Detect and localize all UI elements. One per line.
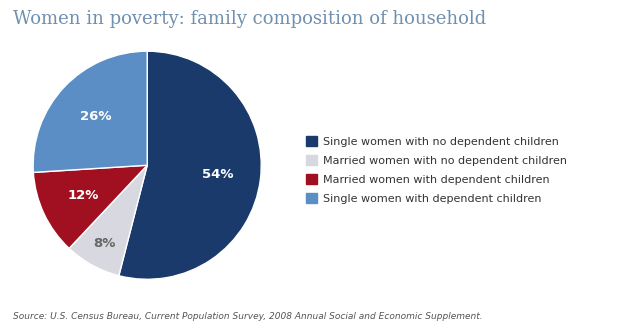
Wedge shape [33,51,147,172]
Text: 12%: 12% [68,189,99,202]
Wedge shape [33,165,147,249]
Legend: Single women with no dependent children, Married women with no dependent childre: Single women with no dependent children,… [307,136,567,204]
Text: 54%: 54% [202,168,233,180]
Wedge shape [69,165,147,276]
Text: Women in poverty: family composition of household: Women in poverty: family composition of … [13,10,486,28]
Wedge shape [119,51,261,279]
Text: Source: U.S. Census Bureau, Current Population Survey, 2008 Annual Social and Ec: Source: U.S. Census Bureau, Current Popu… [13,312,483,321]
Text: 8%: 8% [93,237,116,250]
Text: 26%: 26% [80,110,111,123]
